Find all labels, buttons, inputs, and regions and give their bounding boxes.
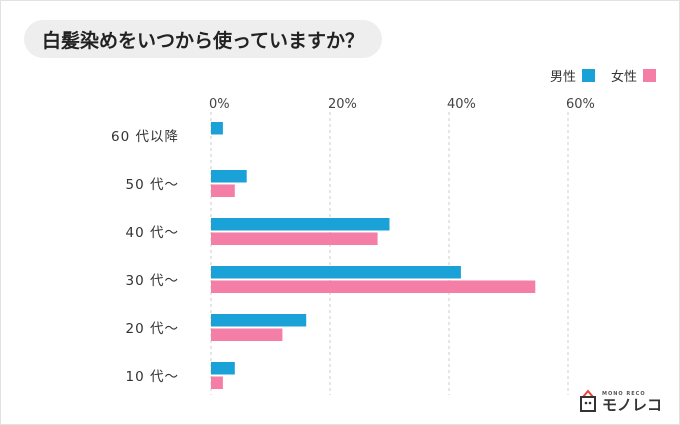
category-label-2: 40 代〜 bbox=[126, 225, 179, 241]
category-label-1: 50 代〜 bbox=[126, 177, 179, 193]
x-tick-label-0: 0% bbox=[209, 97, 230, 112]
chart-title: 白髪染めをいつから使っていますか？ bbox=[24, 20, 383, 58]
bar-male-5 bbox=[211, 362, 235, 375]
x-tick-label-60: 60% bbox=[566, 97, 595, 112]
x-tick-label-40: 40% bbox=[447, 97, 476, 112]
bar-female-5 bbox=[211, 376, 223, 389]
legend-label-female: 女性 bbox=[610, 70, 637, 85]
bar-male-0 bbox=[211, 122, 223, 135]
category-label-3: 30 代〜 bbox=[126, 273, 179, 289]
bar-male-1 bbox=[211, 170, 247, 183]
category-label-4: 20 代〜 bbox=[126, 321, 179, 337]
x-tick-label-20: 20% bbox=[328, 97, 357, 112]
category-label-0: 60 代以降 bbox=[111, 129, 179, 145]
monoreco-logo-icon bbox=[579, 389, 596, 412]
bar-female-1 bbox=[211, 184, 235, 197]
legend-label-male: 男性 bbox=[549, 70, 576, 85]
monoreco-logo: MONO RECO モノレコ bbox=[578, 389, 662, 413]
legend-swatch-male bbox=[581, 69, 595, 82]
chart-title-text: 白髪染めをいつから使っていますか？ bbox=[42, 29, 365, 52]
bar-male-4 bbox=[211, 314, 307, 327]
bar-female-2 bbox=[211, 232, 378, 245]
logo-small-text: MONO RECO bbox=[601, 391, 646, 397]
category-label-5: 10 代〜 bbox=[126, 369, 179, 385]
legend-swatch-female bbox=[643, 69, 656, 82]
bar-female-4 bbox=[211, 328, 283, 341]
legend: 男性 女性 bbox=[550, 66, 656, 85]
bar-female-3 bbox=[211, 280, 536, 293]
bar-male-2 bbox=[211, 218, 390, 231]
logo-text: モノレコ bbox=[601, 396, 662, 414]
bar-male-3 bbox=[211, 266, 461, 279]
